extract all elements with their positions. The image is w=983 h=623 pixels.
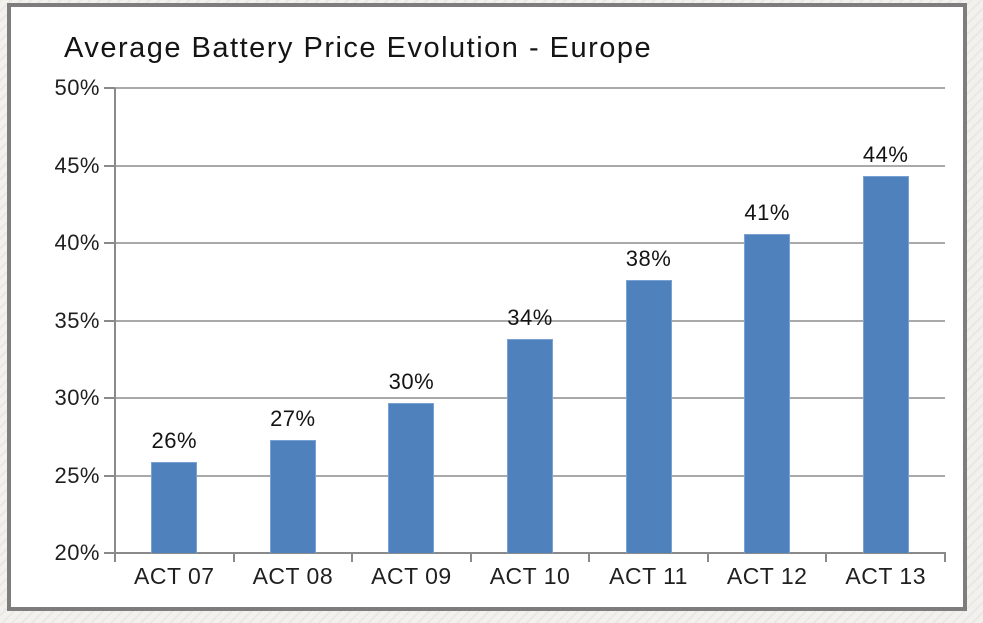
y-tick (104, 242, 115, 244)
bar (388, 402, 435, 553)
x-category-label: ACT 12 (726, 563, 808, 589)
x-category-label: ACT 09 (371, 563, 452, 589)
y-tick-label: 25% (54, 462, 100, 488)
y-tick (104, 164, 115, 167)
y-tick (104, 319, 115, 322)
gridline (115, 242, 945, 244)
y-tick (104, 397, 115, 399)
y-tick-label: 50% (54, 75, 100, 100)
x-category-label: ACT 07 (134, 563, 215, 589)
bar-value-label: 38% (625, 246, 672, 272)
x-tick (944, 553, 946, 562)
x-tick (825, 553, 828, 562)
gridline (115, 319, 945, 322)
x-tick (469, 553, 472, 562)
bar-value-label: 41% (744, 199, 790, 225)
chart-title: Average Battery Price Evolution - Europe (64, 32, 653, 64)
bar-value-label: 44% (862, 142, 909, 168)
x-category-label: ACT 10 (489, 563, 571, 589)
bar (269, 439, 316, 553)
bar-value-label: 27% (270, 405, 316, 431)
bar-value-label: 34% (507, 305, 553, 331)
bar (744, 233, 791, 553)
x-category-label: ACT 08 (252, 563, 334, 589)
y-tick (104, 474, 115, 477)
bar-value-label: 30% (388, 368, 435, 394)
gridline (115, 164, 945, 167)
x-axis-line (115, 552, 946, 554)
bar (625, 280, 672, 553)
x-category-label: ACT 13 (845, 563, 926, 589)
x-tick (114, 553, 116, 562)
y-tick-label: 35% (54, 307, 100, 333)
y-tick-label: 40% (54, 230, 100, 255)
bar (862, 176, 909, 553)
bar-value-label: 26% (151, 427, 198, 453)
y-tick-label: 20% (54, 540, 100, 565)
y-tick-label: 45% (54, 152, 100, 178)
bar (507, 339, 553, 553)
y-tick-label: 30% (54, 385, 100, 410)
x-category-label: ACT 11 (609, 563, 688, 589)
x-tick (706, 553, 709, 562)
y-tick (104, 552, 115, 554)
gridline (115, 87, 945, 89)
bar (151, 461, 198, 553)
x-tick (588, 553, 591, 562)
x-tick (351, 553, 354, 562)
y-axis-line (114, 88, 116, 562)
x-tick (232, 553, 235, 562)
y-tick (104, 87, 115, 89)
